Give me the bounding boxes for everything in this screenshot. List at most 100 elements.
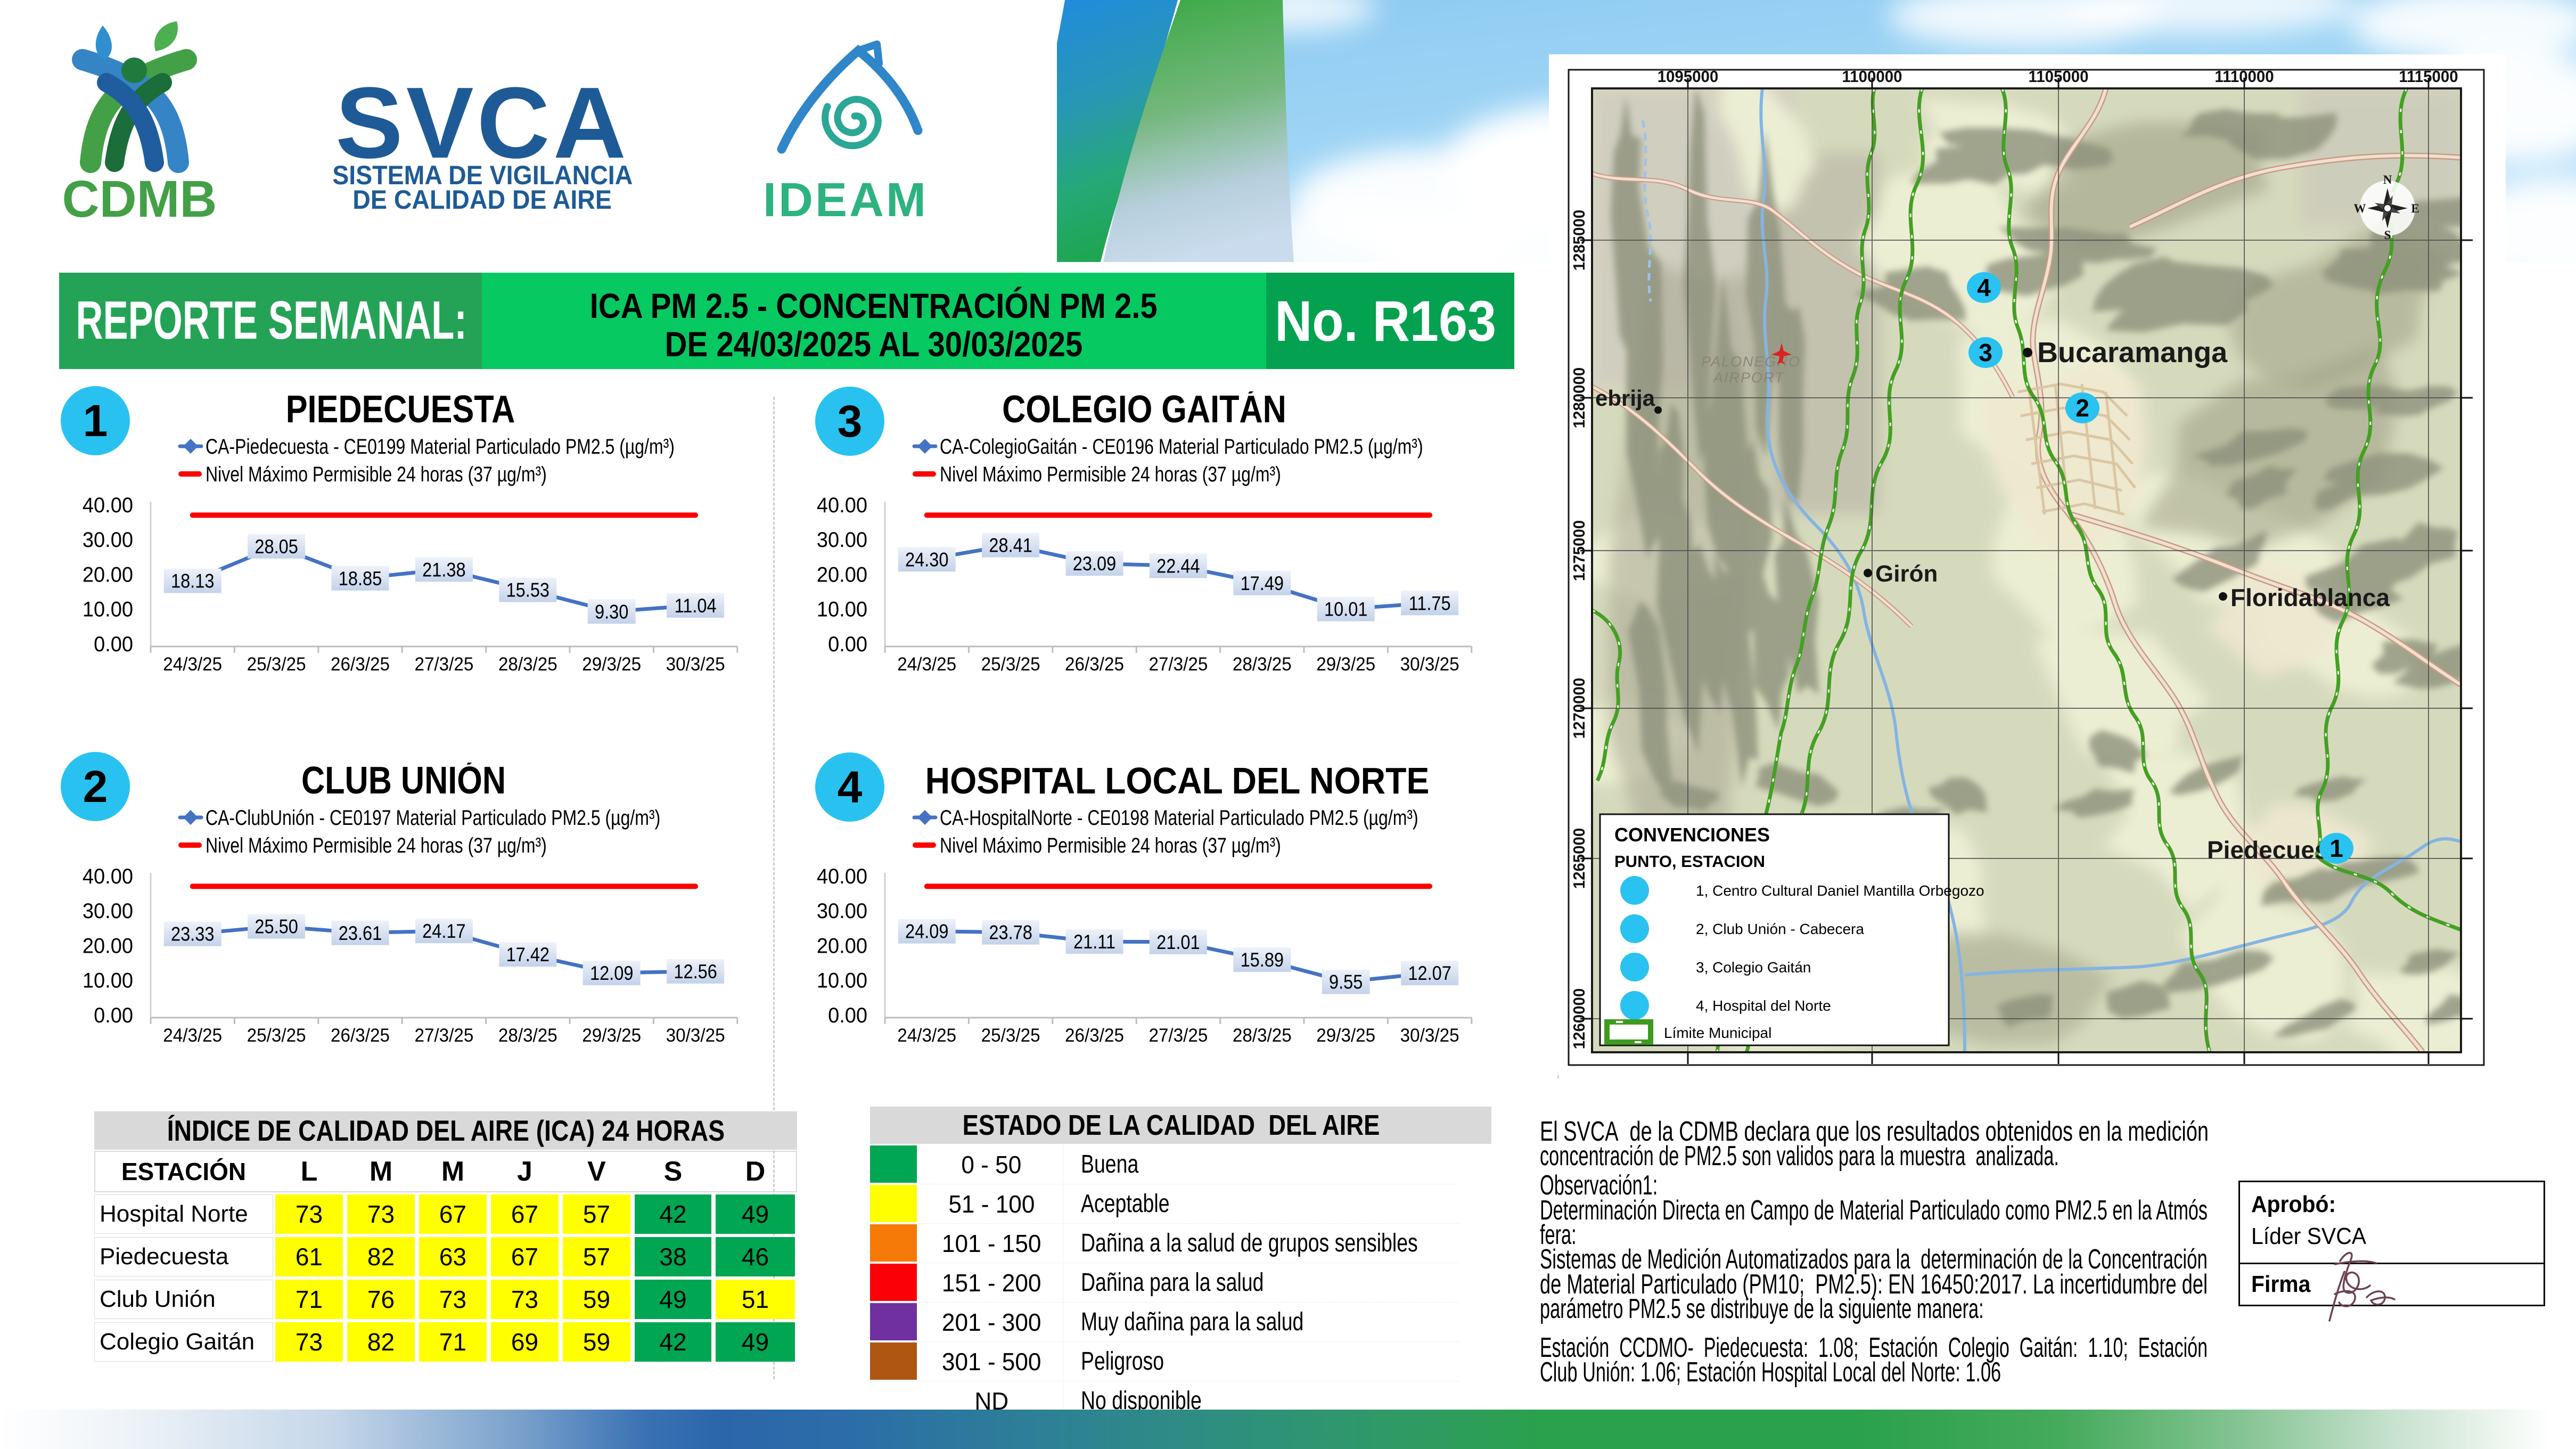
- svg-text:21.01: 21.01: [1156, 931, 1200, 953]
- svg-text:27/3/25: 27/3/25: [1148, 1025, 1208, 1046]
- svg-text:40.00: 40.00: [817, 865, 867, 888]
- svg-text:Bucaramanga: Bucaramanga: [2037, 337, 2228, 369]
- svg-text:E: E: [2411, 202, 2419, 215]
- svg-text:30/3/25: 30/3/25: [666, 654, 725, 675]
- svg-text:Límite Municipal: Límite Municipal: [1664, 1025, 1771, 1041]
- svg-text:20.00: 20.00: [817, 935, 867, 958]
- svg-text:1: 1: [2329, 834, 2343, 862]
- svg-text:26/3/25: 26/3/25: [1065, 654, 1124, 675]
- svg-text:24.17: 24.17: [422, 920, 465, 942]
- svg-text:Nivel Máximo Permisible 24 hor: Nivel Máximo Permisible 24 horas (37 µg/…: [206, 462, 547, 486]
- svg-text:29/3/25: 29/3/25: [582, 1025, 641, 1046]
- svg-text:25/3/25: 25/3/25: [981, 654, 1040, 675]
- svg-text:20.00: 20.00: [83, 935, 133, 958]
- svg-text:22.44: 22.44: [1156, 555, 1200, 577]
- svg-text:10.00: 10.00: [83, 969, 133, 993]
- svg-text:Girón: Girón: [1875, 561, 1938, 587]
- svg-text:40.00: 40.00: [83, 865, 133, 888]
- svg-text:24.09: 24.09: [905, 921, 948, 943]
- svg-text:12.56: 12.56: [674, 961, 717, 983]
- svg-text:S: S: [2384, 228, 2391, 242]
- svg-text:28/3/25: 28/3/25: [1233, 654, 1292, 675]
- svg-text:28/3/25: 28/3/25: [498, 1025, 557, 1046]
- svg-text:26/3/25: 26/3/25: [331, 1025, 390, 1046]
- svg-text:17.49: 17.49: [1241, 572, 1284, 594]
- svg-text:24/3/25: 24/3/25: [897, 1025, 956, 1046]
- svg-text:12.09: 12.09: [590, 962, 633, 984]
- svg-text:15.53: 15.53: [506, 579, 549, 601]
- svg-text:20.00: 20.00: [817, 563, 867, 587]
- svg-text:10.01: 10.01: [1324, 599, 1367, 620]
- svg-text:28.05: 28.05: [255, 536, 298, 558]
- svg-text:21.38: 21.38: [422, 559, 465, 580]
- svg-text:27/3/25: 27/3/25: [414, 654, 473, 675]
- svg-text:N: N: [2383, 173, 2392, 186]
- svg-text:10.00: 10.00: [83, 598, 133, 621]
- svg-text:Nivel Máximo Permisible 24 hor: Nivel Máximo Permisible 24 horas (37 µg/…: [940, 833, 1281, 857]
- svg-text:17.42: 17.42: [506, 944, 549, 965]
- svg-text:CA-ClubUnión - CE0197 Material: CA-ClubUnión - CE0197 Material Particula…: [206, 806, 660, 830]
- svg-text:CA-Piedecuesta - CE0199 Materi: CA-Piedecuesta - CE0199 Material Particu…: [206, 435, 675, 459]
- svg-text:2: 2: [2075, 394, 2089, 422]
- svg-text:12.07: 12.07: [1408, 962, 1451, 984]
- svg-text:15.89: 15.89: [1241, 949, 1284, 971]
- svg-text:4, Hospital del Norte: 4, Hospital del Norte: [1696, 997, 1831, 1014]
- svg-text:ebrija: ebrija: [1595, 386, 1655, 411]
- svg-text:26/3/25: 26/3/25: [1065, 1025, 1124, 1046]
- svg-text:29/3/25: 29/3/25: [582, 654, 641, 675]
- svg-text:CA-ColegioGaitán - CE0196 Mat: CA-ColegioGaitán - CE0196 Material Parti…: [940, 435, 1423, 459]
- svg-text:23.33: 23.33: [171, 923, 214, 945]
- svg-text:30.00: 30.00: [817, 528, 867, 552]
- svg-text:30/3/25: 30/3/25: [1400, 654, 1459, 675]
- svg-text:0.00: 0.00: [94, 1004, 133, 1027]
- svg-text:23.09: 23.09: [1073, 553, 1116, 575]
- svg-text:PIEDECUESTA: PIEDECUESTA: [286, 391, 515, 431]
- svg-text:28.41: 28.41: [989, 535, 1032, 556]
- svg-text:25/3/25: 25/3/25: [981, 1025, 1040, 1046]
- svg-text:3: 3: [1979, 339, 1992, 366]
- svg-text:25.50: 25.50: [255, 916, 298, 938]
- svg-text:18.85: 18.85: [339, 568, 382, 590]
- svg-text:CONVENCIONES: CONVENCIONES: [1614, 824, 1770, 846]
- svg-text:COLEGIO GAITÁN: COLEGIO GAITÁN: [1002, 391, 1286, 431]
- svg-text:Nivel Máximo Permisible 24 hor: Nivel Máximo Permisible 24 horas (37 µg/…: [206, 833, 547, 857]
- svg-text:0.00: 0.00: [94, 633, 133, 656]
- svg-text:HOSPITAL LOCAL DEL NORTE: HOSPITAL LOCAL DEL NORTE: [925, 763, 1430, 802]
- svg-text:CA-HospitalNorte - CE0198 Mate: CA-HospitalNorte - CE0198 Material Parti…: [940, 806, 1418, 830]
- svg-text:40.00: 40.00: [817, 494, 867, 517]
- svg-text:10.00: 10.00: [817, 969, 867, 993]
- svg-text:20.00: 20.00: [83, 563, 133, 587]
- svg-text:23.61: 23.61: [339, 922, 382, 944]
- svg-text:27/3/25: 27/3/25: [1148, 654, 1208, 675]
- svg-text:40.00: 40.00: [83, 494, 133, 517]
- svg-text:CLUB UNIÓN: CLUB UNIÓN: [301, 763, 506, 802]
- svg-text:11.04: 11.04: [675, 595, 717, 617]
- svg-text:24/3/25: 24/3/25: [163, 1025, 222, 1046]
- svg-text:18.13: 18.13: [171, 570, 214, 592]
- svg-text:11.75: 11.75: [1409, 592, 1451, 614]
- svg-text:PALONEGRO: PALONEGRO: [1701, 354, 1801, 370]
- svg-text:0.00: 0.00: [828, 633, 867, 656]
- svg-text:29/3/25: 29/3/25: [1316, 654, 1375, 675]
- svg-text:2, Club Unión - Cabecera: 2, Club Unión - Cabecera: [1696, 921, 1864, 937]
- svg-text:4: 4: [1977, 274, 1991, 301]
- svg-text:30.00: 30.00: [83, 899, 133, 923]
- svg-text:3, Colegio Gaitán: 3, Colegio Gaitán: [1696, 959, 1811, 976]
- svg-text:26/3/25: 26/3/25: [331, 654, 390, 675]
- svg-text:28/3/25: 28/3/25: [498, 654, 557, 675]
- svg-text:9.55: 9.55: [1329, 971, 1363, 993]
- svg-text:Nivel Máximo Permisible 24 hor: Nivel Máximo Permisible 24 horas (37 µg/…: [940, 462, 1281, 486]
- svg-text:28/3/25: 28/3/25: [1233, 1025, 1292, 1046]
- svg-text:Floridablanca: Floridablanca: [2230, 584, 2390, 611]
- svg-text:24/3/25: 24/3/25: [163, 654, 222, 675]
- svg-text:30.00: 30.00: [817, 899, 867, 923]
- svg-text:PUNTO, ESTACION: PUNTO, ESTACION: [1614, 852, 1765, 871]
- svg-text:10.00: 10.00: [817, 598, 867, 621]
- svg-text:21.11: 21.11: [1073, 931, 1115, 953]
- svg-text:0.00: 0.00: [828, 1004, 867, 1027]
- svg-text:27/3/25: 27/3/25: [414, 1025, 473, 1046]
- svg-text:30.00: 30.00: [83, 528, 133, 552]
- svg-text:24.30: 24.30: [905, 549, 948, 570]
- svg-text:30/3/25: 30/3/25: [1400, 1025, 1459, 1046]
- svg-text:24/3/25: 24/3/25: [897, 654, 956, 675]
